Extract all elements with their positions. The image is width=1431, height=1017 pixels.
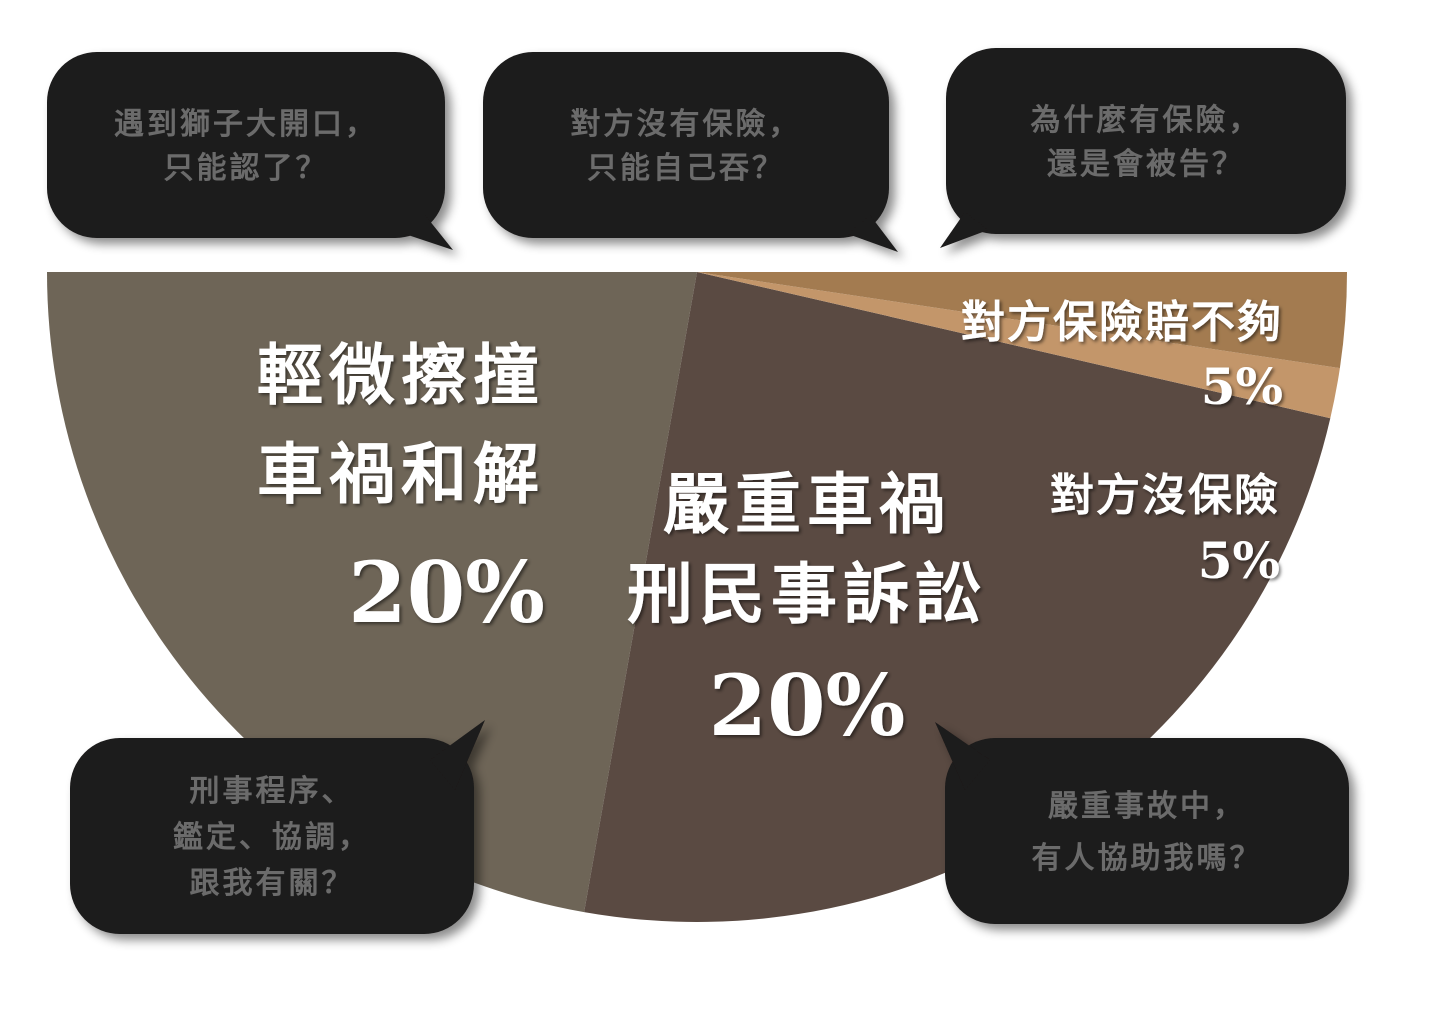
speech-bubble-tail xyxy=(935,722,990,790)
speech-bubble-tail xyxy=(430,720,485,790)
slice-value-label-2: 20% xyxy=(709,656,906,755)
speech-bubble-2 xyxy=(483,52,898,252)
speech-bubble-text: 只能認了？ xyxy=(164,151,329,186)
speech-bubble-body xyxy=(70,738,474,934)
speech-bubble-body xyxy=(47,52,445,238)
speech-bubble-text: 對方沒有保險， xyxy=(571,107,802,142)
speech-bubble-text: 刑事程序、 xyxy=(190,774,355,809)
speech-bubble-4 xyxy=(70,720,485,934)
pie-slices xyxy=(47,272,1348,922)
speech-bubble-text: 只能自己吞？ xyxy=(587,151,785,186)
pie-slice-2 xyxy=(584,272,1331,922)
speech-bubble-text: 嚴重事故中， xyxy=(1048,789,1246,824)
speech-bubble-tail xyxy=(940,212,988,248)
speech-bubble-5 xyxy=(935,722,1349,924)
slice-label-2: 嚴重車禍 xyxy=(663,465,951,543)
pie-slice-4 xyxy=(697,272,1348,369)
speech-bubble-text: 還是會被告？ xyxy=(1047,147,1245,182)
speech-bubble-text: 有人協助我嗎？ xyxy=(1032,841,1263,876)
speech-bubbles: 遇到獅子大開口， 只能認了？ 對方沒有保險， 只能自己吞？ 為什麼有保險， 還是會被告？ 刑… xyxy=(47,48,1349,934)
speech-bubble-text: 遇到獅子大開口， xyxy=(114,107,378,142)
speech-bubble-tail xyxy=(405,215,453,250)
speech-bubble-text: 跟我有關？ xyxy=(190,866,355,901)
speech-bubble-text: 為什麼有保險， xyxy=(1031,103,1262,138)
pie-slice-3 xyxy=(697,272,1340,419)
slice-label-4: 對方保險賠不夠 xyxy=(961,297,1283,348)
speech-bubble-body xyxy=(483,52,889,238)
slice-label-3: 對方沒保險 xyxy=(1050,470,1280,521)
slice-label-2: 刑民事訴訟 xyxy=(627,555,987,633)
speech-bubble-3 xyxy=(940,48,1346,248)
speech-bubble-tail xyxy=(848,215,898,252)
speech-bubble-1 xyxy=(47,52,453,250)
speech-bubble-text: 鑑定、協調， xyxy=(173,820,371,855)
slice-value-label-1: 20% xyxy=(348,543,545,642)
slice-label-1: 車禍和解 xyxy=(257,435,545,513)
slice-value-label-3: 5% xyxy=(1198,531,1280,590)
speech-bubble-body xyxy=(945,738,1349,924)
slice-value-label-4: 5% xyxy=(1201,357,1283,416)
slice-label-1: 輕微擦撞 xyxy=(257,336,545,414)
pie-slice-1 xyxy=(47,272,697,913)
speech-bubble-body xyxy=(946,48,1346,234)
